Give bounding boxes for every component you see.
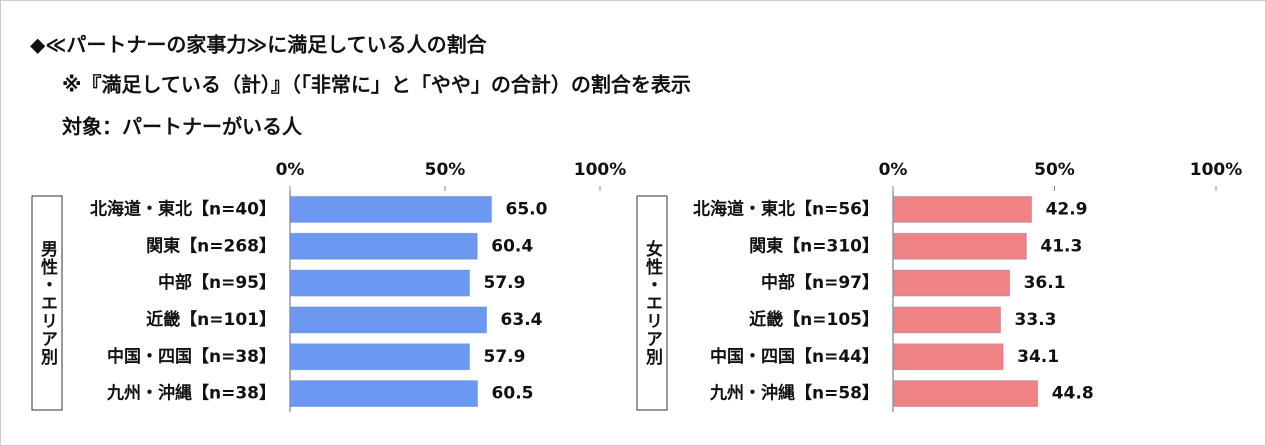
bar xyxy=(892,232,1027,260)
bar xyxy=(892,306,1002,334)
category-label: 中部【n=97】 xyxy=(761,272,879,293)
value-label: 42.9 xyxy=(1046,199,1088,219)
category-label: 九州・沖縄【n=38】 xyxy=(106,383,276,404)
bar xyxy=(289,232,478,260)
category-label: 中部【n=95】 xyxy=(158,272,276,293)
value-label: 36.1 xyxy=(1024,273,1066,293)
value-label: 44.8 xyxy=(1052,384,1094,404)
value-label: 57.9 xyxy=(483,273,525,293)
note: ※『満足している（計）』（「非常に」と「やや」の合計）の割合を表示 xyxy=(62,73,691,97)
value-label: 34.1 xyxy=(1017,347,1059,367)
x-tick-label: 100% xyxy=(1190,160,1243,180)
bar xyxy=(892,380,1039,408)
category-label: 北海道・東北【n=40】 xyxy=(90,198,276,219)
category-label: 近畿【n=105】 xyxy=(749,309,879,330)
x-tick-label: 100% xyxy=(574,160,627,180)
bar xyxy=(289,269,470,297)
bar xyxy=(289,195,492,223)
category-label: 関東【n=268】 xyxy=(146,235,276,256)
x-tick-label: 0% xyxy=(879,160,908,180)
bar xyxy=(892,269,1011,297)
value-label: 60.5 xyxy=(492,384,534,404)
target: 対象：パートナーがいる人 xyxy=(61,115,303,139)
x-tick-label: 50% xyxy=(425,160,466,180)
title: ◆≪パートナーの家事力≫に満足している人の割合 xyxy=(30,33,488,57)
category-label: 北海道・東北【n=56】 xyxy=(693,198,879,219)
group-box xyxy=(636,195,668,411)
x-tick-label: 0% xyxy=(276,160,305,180)
bar xyxy=(892,343,1004,371)
group-box xyxy=(31,195,63,411)
category-label: 近畿【n=101】 xyxy=(146,309,276,330)
value-label: 41.3 xyxy=(1040,236,1082,256)
group-label: 男性・エリア別 xyxy=(37,240,59,366)
value-label: 60.4 xyxy=(491,236,533,256)
bar xyxy=(289,380,479,408)
bar xyxy=(892,195,1033,223)
value-label: 65.0 xyxy=(506,199,548,219)
value-label: 57.9 xyxy=(483,347,525,367)
value-label: 33.3 xyxy=(1015,310,1057,330)
bar xyxy=(289,306,488,334)
category-label: 関東【n=310】 xyxy=(749,235,879,256)
x-tick-label: 50% xyxy=(1034,160,1075,180)
category-label: 中国・四国【n=38】 xyxy=(107,346,276,367)
category-label: 九州・沖縄【n=58】 xyxy=(709,383,879,404)
group-label: 女性・エリア別 xyxy=(642,239,664,366)
bar xyxy=(289,343,470,371)
category-label: 中国・四国【n=44】 xyxy=(710,346,879,367)
value-label: 63.4 xyxy=(501,310,543,330)
